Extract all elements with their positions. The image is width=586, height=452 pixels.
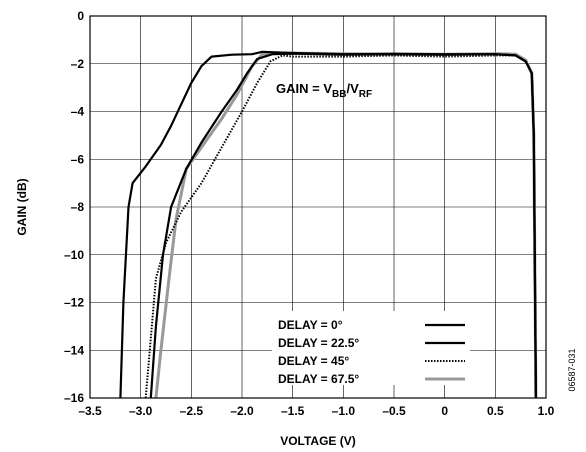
y-tick-label: –16: [64, 391, 84, 405]
y-tick-label: –14: [64, 343, 84, 357]
x-tick-label: –3.5: [78, 404, 102, 418]
legend-label-2: DELAY = 45°: [278, 354, 349, 368]
y-tick-label: –2: [71, 57, 85, 71]
tick-labels: –3.5 –3.0 –2.5 –2.0 –1.5 –1.0 –0.5 0 0.5 1.0 0 –2 –4…: [64, 9, 555, 418]
x-tick-label: –1.5: [281, 404, 305, 418]
gain-formula-annotation: GAIN = VBB/VRF: [276, 81, 372, 100]
y-tick-label: –6: [71, 152, 85, 166]
y-tick-label: –8: [71, 200, 85, 214]
y-tick-label: –10: [64, 248, 84, 262]
x-tick-label: 1.0: [538, 404, 555, 418]
x-tick-label: 0.5: [487, 404, 504, 418]
plot-frame: [89, 15, 547, 399]
figure-id-text: 06587-031: [567, 348, 577, 391]
x-axis-label: VOLTAGE (V): [280, 434, 356, 448]
x-tick-label: –1.0: [332, 404, 356, 418]
x-tick-label: –3.0: [129, 404, 153, 418]
series-layer: [119, 50, 538, 399]
y-axis-label: GAIN (dB): [15, 178, 29, 235]
x-tick-label: –0.5: [382, 404, 406, 418]
y-tick-label: –4: [71, 105, 85, 119]
legend-label-0: DELAY = 0°: [278, 318, 343, 332]
legend-box: [272, 311, 470, 385]
y-tick-label: –12: [64, 296, 84, 310]
legend-label-3: DELAY = 67.5°: [278, 372, 359, 386]
x-tick-label: 0: [441, 404, 448, 418]
x-tick-label: –2.5: [180, 404, 204, 418]
legend: DELAY = 0° DELAY = 22.5° DELAY = 45° DELAY …: [278, 318, 465, 386]
x-tick-label: –2.0: [230, 404, 254, 418]
y-tick-label: 0: [77, 9, 84, 23]
legend-label-1: DELAY = 22.5°: [278, 336, 359, 350]
series-line-0: [119, 50, 537, 399]
